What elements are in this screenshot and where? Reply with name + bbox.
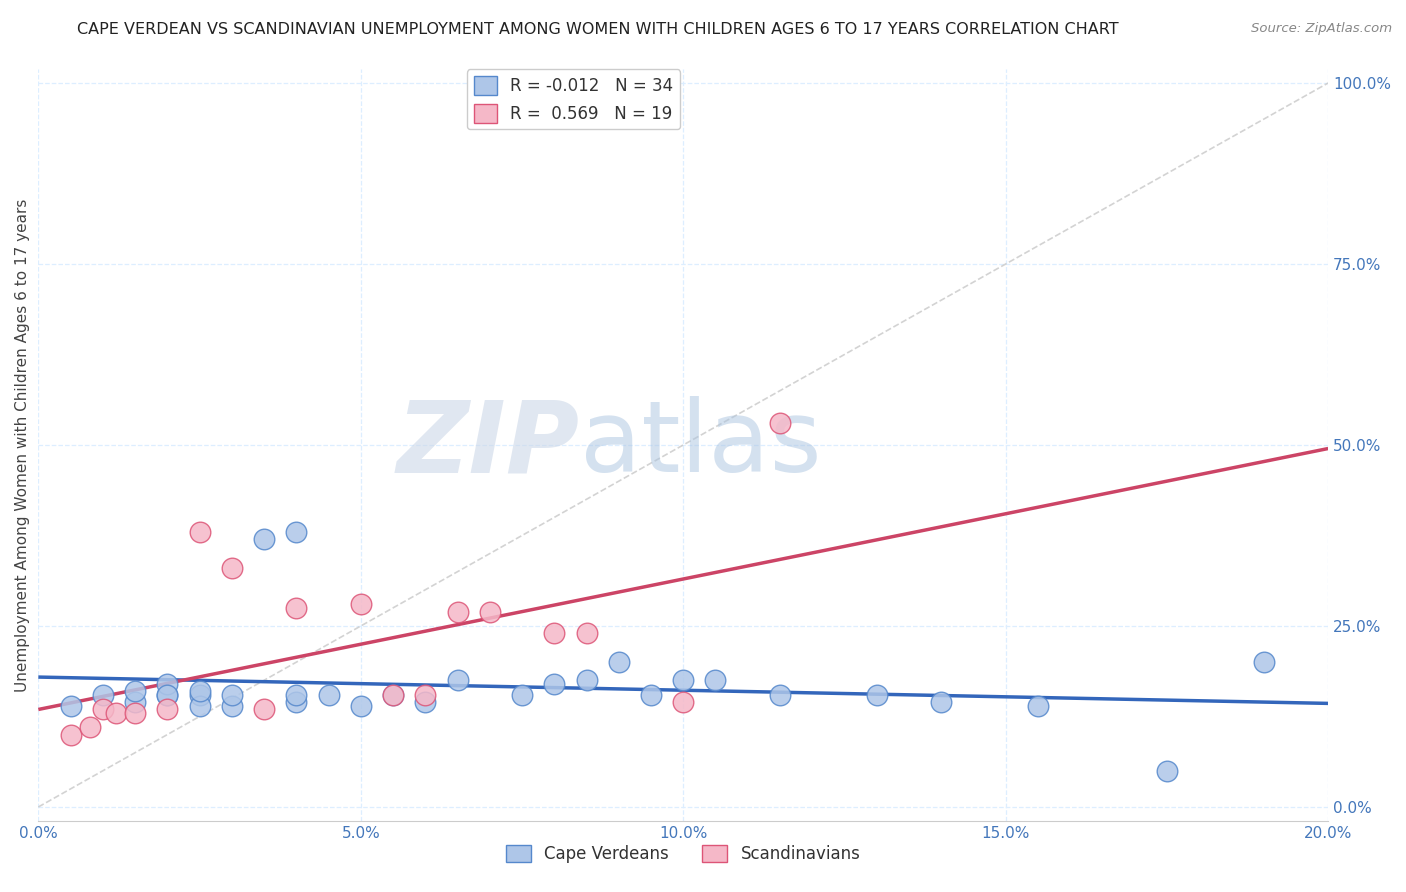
- Point: [285, 524, 308, 539]
- Point: [253, 702, 276, 716]
- Point: [124, 684, 146, 698]
- Point: [929, 695, 952, 709]
- Point: [607, 655, 630, 669]
- Point: [446, 605, 468, 619]
- Text: Source: ZipAtlas.com: Source: ZipAtlas.com: [1251, 22, 1392, 36]
- Point: [1026, 698, 1049, 713]
- Point: [350, 597, 373, 611]
- Point: [59, 698, 82, 713]
- Text: CAPE VERDEAN VS SCANDINAVIAN UNEMPLOYMENT AMONG WOMEN WITH CHILDREN AGES 6 TO 17: CAPE VERDEAN VS SCANDINAVIAN UNEMPLOYMEN…: [77, 22, 1119, 37]
- Point: [350, 698, 373, 713]
- Point: [221, 688, 243, 702]
- Point: [188, 698, 211, 713]
- Text: ZIP: ZIP: [396, 396, 581, 493]
- Point: [79, 720, 101, 734]
- Point: [1156, 764, 1178, 778]
- Point: [285, 600, 308, 615]
- Point: [318, 688, 340, 702]
- Point: [1253, 655, 1275, 669]
- Point: [156, 677, 179, 691]
- Point: [59, 728, 82, 742]
- Point: [221, 698, 243, 713]
- Point: [672, 673, 695, 688]
- Point: [124, 695, 146, 709]
- Point: [104, 706, 127, 720]
- Point: [413, 695, 436, 709]
- Point: [156, 702, 179, 716]
- Point: [640, 688, 662, 702]
- Point: [188, 524, 211, 539]
- Point: [543, 677, 565, 691]
- Point: [704, 673, 727, 688]
- Point: [478, 605, 501, 619]
- Point: [91, 702, 114, 716]
- Point: [575, 673, 598, 688]
- Text: atlas: atlas: [581, 396, 821, 493]
- Point: [575, 626, 598, 640]
- Point: [769, 688, 792, 702]
- Point: [253, 532, 276, 546]
- Point: [382, 688, 405, 702]
- Y-axis label: Unemployment Among Women with Children Ages 6 to 17 years: Unemployment Among Women with Children A…: [15, 198, 30, 691]
- Point: [91, 688, 114, 702]
- Point: [285, 695, 308, 709]
- Point: [285, 688, 308, 702]
- Point: [156, 688, 179, 702]
- Point: [413, 688, 436, 702]
- Point: [446, 673, 468, 688]
- Point: [543, 626, 565, 640]
- Point: [124, 706, 146, 720]
- Point: [382, 688, 405, 702]
- Point: [769, 417, 792, 431]
- Legend: R = -0.012   N = 34, R =  0.569   N = 19: R = -0.012 N = 34, R = 0.569 N = 19: [467, 70, 681, 129]
- Point: [188, 684, 211, 698]
- Point: [156, 688, 179, 702]
- Point: [672, 695, 695, 709]
- Point: [188, 688, 211, 702]
- Point: [221, 561, 243, 575]
- Point: [866, 688, 889, 702]
- Point: [510, 688, 533, 702]
